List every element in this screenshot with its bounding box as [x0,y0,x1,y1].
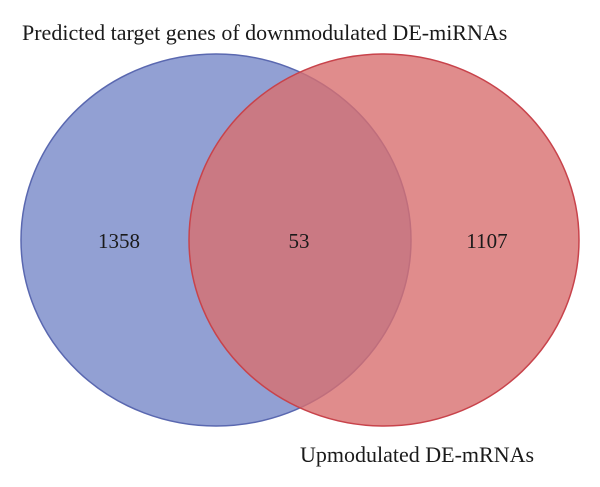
left-set-label: Predicted target genes of downmodulated … [22,20,507,45]
right-only-count: 1107 [466,229,507,253]
left-only-count: 1358 [98,229,140,253]
right-set-label: Upmodulated DE-mRNAs [300,442,534,467]
right-set-circle [188,53,580,427]
intersection-count: 53 [289,229,310,253]
